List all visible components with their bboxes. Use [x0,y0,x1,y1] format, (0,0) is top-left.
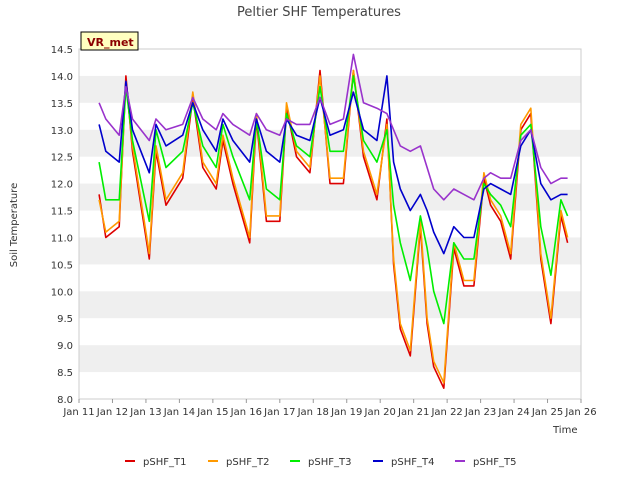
x-tick-label: Jan 20 [364,407,396,418]
plot-area [79,49,581,399]
x-tick-label: Jan 23 [464,407,496,418]
vr-met-badge: VR_met [80,31,139,51]
x-axis-label: Time [552,425,577,436]
y-tick-label: 13.5 [51,99,73,110]
x-tick-label: Jan 22 [430,407,462,418]
x-tick-label: Jan 26 [564,407,596,418]
y-tick-label: 8.5 [57,368,73,379]
series-line-pSHF_T4 [98,75,568,255]
legend-label-pSHF_T5: pSHF_T5 [473,457,516,468]
x-axis-ticks: Jan 11 Jan 12 Jan 13 Jan 14 Jan 15 Jan 16 Jan … [62,399,597,418]
badge-label: VR_met [87,36,134,49]
y-tick-label: 13.0 [51,126,73,137]
y-tick-label: 12.5 [51,153,73,164]
grid-band [79,237,581,265]
legend-label-pSHF_T3: pSHF_T3 [308,457,351,468]
grid-band [79,75,581,103]
x-tick-label: Jan 11 [62,407,94,418]
legend-label-pSHF_T4: pSHF_T4 [391,457,434,468]
y-tick-label: 14.5 [51,45,73,56]
plot-frame [78,48,582,400]
y-tick-label: 14.0 [51,72,73,83]
grid-band [79,291,581,319]
x-tick-label: Jan 21 [397,407,429,418]
x-tick-label: Jan 15 [196,407,228,418]
legend-label-pSHF_T2: pSHF_T2 [226,457,269,468]
chart-title: Peltier SHF Temperatures [237,5,401,20]
x-tick-label: Jan 19 [330,407,362,418]
legend-label-pSHF_T1: pSHF_T1 [143,457,186,468]
y-tick-label: 10.5 [51,260,73,271]
grid-band [79,345,581,373]
y-tick-label: 9.0 [57,341,73,352]
y-tick-label: 10.0 [51,287,73,298]
series-lines [98,53,569,390]
x-tick-label: Jan 24 [497,407,529,418]
plot-background [79,49,581,399]
legend: pSHF_T1 pSHF_T2 pSHF_T3 pSHF_T4 pSHF_T5 [125,457,516,468]
x-tick-label: Jan 18 [297,407,329,418]
y-tick-label: 9.5 [57,314,73,325]
x-tick-label: Jan 25 [531,407,563,418]
y-axis-ticks: 8.0 8.5 9.0 9.5 10.0 10.5 11.0 11.5 12.0 12.5 13.0… [51,45,73,406]
x-tick-label: Jan 17 [263,407,295,418]
series-line-pSHF_T5 [98,53,568,201]
y-axis-label: Soil Temperature [9,183,20,268]
series-line-pSHF_T2 [98,69,569,384]
y-tick-label: 11.0 [51,233,73,244]
x-tick-label: Jan 12 [96,407,128,418]
x-tick-label: Jan 13 [129,407,161,418]
y-tick-label: 11.5 [51,207,73,218]
y-tick-label: 8.0 [57,395,73,406]
x-tick-label: Jan 14 [163,407,195,418]
x-tick-label: Jan 16 [230,407,262,418]
grid-bands [79,75,581,373]
badge-box [80,31,139,51]
y-tick-label: 12.0 [51,180,73,191]
